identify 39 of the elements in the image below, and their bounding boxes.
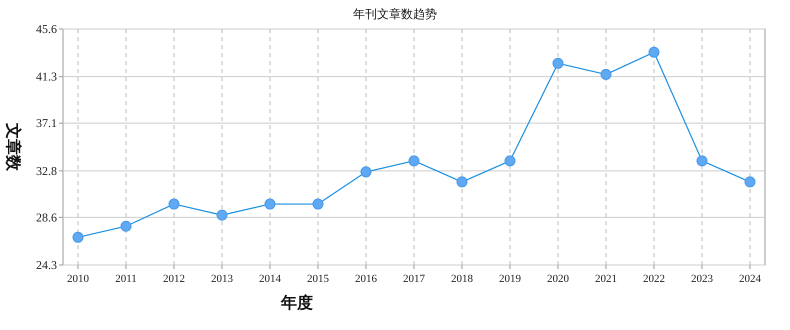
point <box>72 232 84 243</box>
x-tick-label: 2022 <box>643 273 665 285</box>
point <box>408 155 420 166</box>
chart-title: 年刊文章数趋势 <box>353 7 437 21</box>
x-tick-label: 2023 <box>691 273 714 285</box>
point <box>168 198 180 210</box>
x-tick-label: 2024 <box>739 273 762 285</box>
y-tick-label: 41.3 <box>36 70 57 84</box>
point <box>648 46 660 58</box>
x-tick-label: 2016 <box>355 273 378 285</box>
point <box>120 220 132 232</box>
y-tick-label: 45.6 <box>36 22 57 36</box>
point <box>600 68 612 80</box>
x-axis-title: 年度 <box>280 293 313 312</box>
x-tick-label: 2021 <box>595 273 617 285</box>
x-tick-label: 2011 <box>115 273 137 285</box>
y-tick-label: 37.1 <box>36 116 57 130</box>
point <box>216 210 228 221</box>
x-tick-label: 2010 <box>67 273 90 285</box>
x-tick-label: 2020 <box>547 273 570 285</box>
point <box>696 155 708 166</box>
point <box>552 58 564 69</box>
point <box>312 198 324 210</box>
x-tick-label: 2017 <box>403 273 426 285</box>
point <box>360 166 372 178</box>
y-tick-label: 32.8 <box>36 164 57 178</box>
x-tick-label: 2012 <box>163 273 185 285</box>
y-axis-title: 文章数 <box>4 122 23 172</box>
y-tick-label: 28.6 <box>36 210 57 224</box>
y-tick-label: 24.3 <box>36 258 57 272</box>
x-tick-label: 2013 <box>211 273 234 285</box>
x-tick-label: 2018 <box>451 273 474 285</box>
point <box>504 155 516 166</box>
x-tick-label: 2019 <box>499 273 522 285</box>
point <box>744 176 756 188</box>
x-tick-label: 2014 <box>259 273 282 285</box>
x-tick-label: 2015 <box>307 273 330 285</box>
point <box>264 198 276 210</box>
point <box>456 176 468 188</box>
